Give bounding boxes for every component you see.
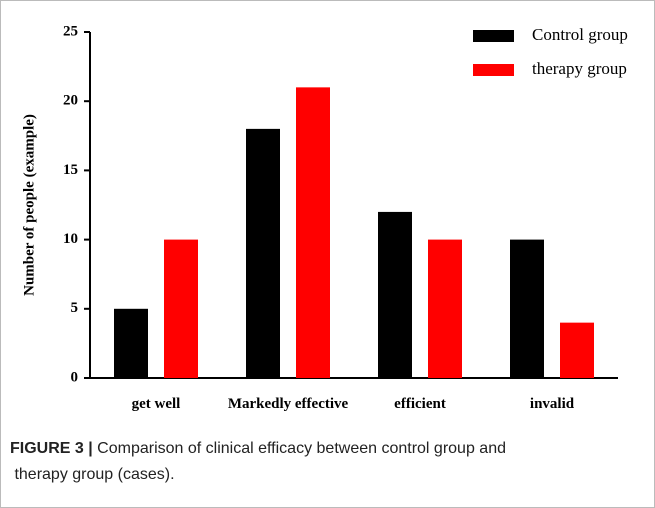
y-tick-label: 10	[63, 231, 78, 247]
y-tick-label: 15	[63, 162, 78, 178]
x-tick-label: efficient	[394, 396, 446, 412]
legend-swatch	[473, 64, 514, 76]
bar	[428, 239, 462, 378]
bar	[378, 211, 412, 378]
x-tick-label: invalid	[530, 396, 575, 412]
caption-text: Comparison of clinical efficacy between …	[97, 440, 506, 457]
caption-label: FIGURE 3 |	[10, 440, 93, 457]
bar	[164, 239, 198, 378]
x-tick-label: get well	[132, 396, 181, 412]
y-axis-label: Number of people (example)	[21, 114, 37, 296]
x-tick-label: Markedly effective	[228, 396, 349, 412]
y-tick-label: 0	[71, 369, 79, 385]
caption-text-line: therapy group (cases).	[10, 466, 175, 483]
bar	[510, 239, 544, 378]
y-tick-label: 5	[71, 300, 79, 316]
legend-swatch	[473, 30, 514, 42]
legend-label: therapy group	[532, 59, 627, 78]
bar	[246, 128, 280, 378]
caption: FIGURE 3 | Comparison of clinical effica…	[10, 440, 506, 483]
bar	[560, 322, 594, 378]
bar	[114, 308, 148, 378]
y-tick-label: 25	[63, 23, 78, 39]
legend-label: Control group	[532, 25, 628, 44]
bar	[296, 87, 330, 379]
y-tick-label: 20	[63, 93, 78, 109]
